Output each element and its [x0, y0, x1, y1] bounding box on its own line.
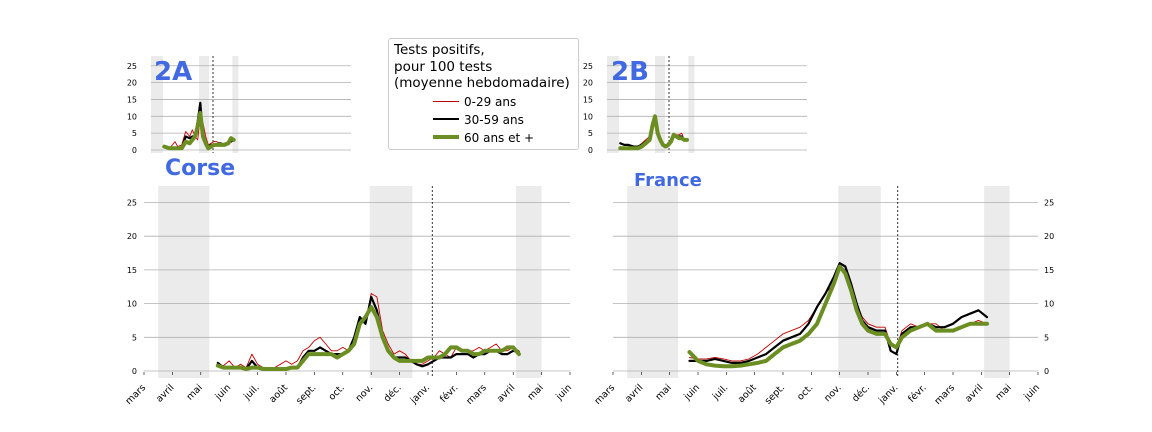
y-tick-label: 0	[132, 367, 137, 376]
x-tick-label: avril	[623, 382, 645, 404]
x-tick-label: mai	[993, 382, 1013, 402]
series-line-60-plus	[215, 305, 521, 371]
y-tick-label: 20	[1044, 232, 1054, 241]
shaded-period	[655, 56, 665, 153]
chart-panel-2b: 0 5 10 15 20 25 2B	[583, 56, 807, 155]
legend-item-60-plus: 60 ans et +	[433, 129, 579, 147]
y-tick-label: 5	[588, 129, 593, 138]
series-line-60-plus	[162, 110, 236, 151]
x-tick-label: sept.	[294, 382, 318, 406]
x-tick-label: déc.	[382, 382, 404, 404]
shaded-period	[516, 186, 542, 378]
x-tick-label: sept.	[763, 382, 787, 406]
y-tick-label: 25	[127, 199, 137, 208]
legend-item-0-29: 0-29 ans	[433, 93, 579, 111]
legend-swatch-0-29	[433, 101, 459, 102]
y-tick-label: 25	[583, 62, 593, 71]
y-tick-label: 15	[127, 95, 137, 104]
x-tick-label: juin	[681, 382, 702, 403]
legend-swatch-30-59	[433, 118, 459, 120]
x-tick-label: mars	[592, 382, 617, 407]
panel-title: France	[634, 170, 702, 191]
series-line-60-plus	[687, 264, 989, 369]
legend-swatch-60-plus	[433, 135, 459, 139]
y-tick-label: 0	[588, 146, 593, 155]
y-tick-label: 10	[1044, 300, 1054, 309]
x-tick-label: déc.	[850, 382, 872, 404]
series-line-60-plus	[618, 114, 689, 151]
x-tick-label: avril	[963, 382, 985, 404]
shaded-period	[984, 186, 1010, 378]
legend: Tests positifs, pour 100 tests (moyenne …	[388, 38, 579, 150]
x-tick-label: avril	[495, 382, 517, 404]
shaded-period	[151, 56, 163, 153]
y-tick-label: 0	[132, 146, 137, 155]
x-tick-label: févr.	[906, 382, 929, 405]
legend-title-line: pour 100 tests	[394, 58, 493, 75]
legend-title-line: Tests positifs,	[394, 42, 485, 58]
y-tick-label: 15	[127, 266, 137, 275]
x-tick-label: mai	[185, 382, 205, 402]
y-tick-label: 25	[1044, 199, 1054, 208]
x-tick-label: août	[267, 382, 290, 405]
x-tick-label: juil.	[241, 382, 261, 402]
y-tick-label: 5	[1044, 333, 1049, 342]
x-tick-label: oct.	[327, 382, 347, 402]
panel-title: Corse	[165, 156, 235, 181]
x-tick-label: nov.	[354, 382, 376, 404]
legend-label-0-29: 0-29 ans	[464, 95, 517, 109]
x-tick-label: mars	[123, 382, 148, 407]
x-tick-label: mai	[525, 382, 545, 402]
y-tick-label: 15	[1044, 266, 1054, 275]
y-tick-label: 10	[583, 112, 593, 121]
series-line-30-59	[216, 295, 521, 371]
shaded-period	[838, 186, 881, 378]
legend-title-line: (moyenne hebdomadaire)	[394, 75, 570, 91]
shaded-period	[158, 186, 210, 378]
x-tick-label: janv.	[876, 382, 900, 406]
x-tick-label: juil.	[710, 382, 730, 402]
y-tick-label: 0	[1044, 367, 1049, 376]
shaded-period	[199, 56, 209, 153]
y-tick-label: 20	[583, 79, 593, 88]
y-tick-label: 5	[132, 333, 137, 342]
legend-item-30-59: 30-59 ans	[433, 111, 579, 129]
shaded-period	[688, 56, 695, 153]
panel-title: 2A	[154, 57, 192, 87]
x-tick-label: avril	[154, 382, 176, 404]
chart-panel-2a: 0 5 10 15 20 25 2A	[127, 56, 351, 155]
x-tick-label: mars	[932, 382, 957, 407]
y-tick-label: 20	[127, 79, 137, 88]
legend-label-30-59: 30-59 ans	[464, 113, 524, 127]
x-tick-label: juin	[213, 382, 234, 403]
y-tick-label: 5	[132, 129, 137, 138]
legend-label-60-plus: 60 ans et +	[464, 131, 535, 145]
y-tick-label: 20	[127, 232, 137, 241]
shaded-period	[627, 186, 679, 378]
x-tick-label: mai	[653, 382, 673, 402]
x-tick-label: janv.	[408, 382, 432, 406]
x-tick-label: nov.	[822, 382, 844, 404]
y-tick-label: 15	[583, 95, 593, 104]
x-tick-label: mars	[464, 382, 489, 407]
panel-title: 2B	[611, 57, 649, 87]
x-tick-label: févr.	[438, 382, 461, 405]
x-tick-label: oct.	[795, 382, 815, 402]
x-tick-label: juin	[553, 382, 574, 403]
y-tick-label: 10	[127, 112, 137, 121]
shaded-period	[369, 186, 413, 378]
shaded-period	[607, 56, 619, 153]
legend-title: Tests positifs, pour 100 tests (moyenne …	[394, 42, 570, 92]
shaded-period	[232, 56, 239, 153]
y-tick-label: 25	[127, 62, 137, 71]
x-tick-label: août	[736, 382, 759, 405]
x-tick-label: juin	[1021, 382, 1042, 403]
y-tick-label: 10	[127, 300, 137, 309]
